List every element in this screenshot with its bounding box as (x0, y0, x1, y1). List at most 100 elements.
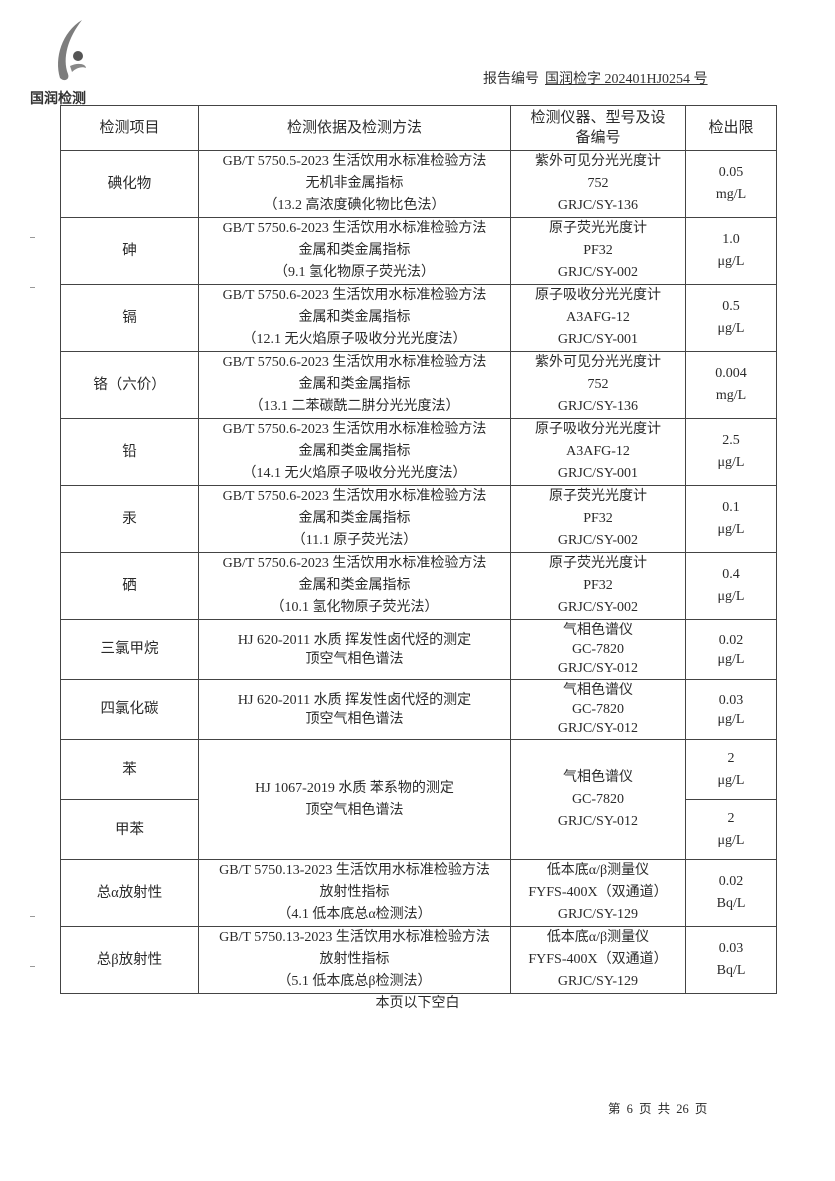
limit-line: 2 (727, 810, 735, 826)
cell-method: GB/T 5750.13-2023 生活饮用水标准检验方法 放射性指标 （5.1 低… (198, 926, 511, 994)
cell-limit: 0.03 μg/L (685, 679, 777, 740)
report-number-label: 报告编号 (483, 72, 539, 87)
table-row: 三氯甲烷 HJ 620-2011 水质 挥发性卤代烃的测定 顶空气相色谱法 气相色谱仪… (60, 619, 777, 680)
limit-line: mg/L (715, 187, 747, 202)
limit-line: 1.0 (722, 232, 740, 247)
method-line: GB/T 5750.6-2023 生活饮用水标准检验方法 (222, 355, 487, 370)
instrument-line: GC-7820 (571, 642, 625, 657)
cell-limit: 0.5 μg/L (685, 284, 777, 352)
table-row: 砷 GB/T 5750.6-2023 生活饮用水标准检验方法 金属和类金属指标 （9.… (60, 217, 777, 285)
instrument-line: A3AFG-12 (566, 310, 630, 325)
method-line: 金属和类金属指标 (298, 444, 411, 459)
limit-line: 0.5 (722, 299, 740, 314)
instrument-line: GRJC/SY-129 (557, 974, 639, 989)
method-line: （5.1 低本底总β检测法） (277, 974, 432, 989)
table-row: 苯 HJ 1067-2019 水质 苯系物的测定 顶空气相色谱法 气相色谱仪 GC-78… (60, 739, 777, 860)
logo-text: 国润检测 (30, 91, 86, 107)
cell-instrument: 低本底α/β测量仪 FYFS-400X（双通道） GRJC/SY-129 (510, 926, 686, 994)
instrument-line: PF32 (583, 511, 613, 526)
cell-item: 镉 (60, 284, 199, 352)
cell-limit: 1.0 μg/L (685, 217, 777, 285)
header-item: 检测项目 (60, 105, 199, 151)
instrument-line: FYFS-400X（双通道） (528, 885, 668, 900)
method-line: GB/T 5750.6-2023 生活饮用水标准检验方法 (222, 489, 487, 504)
method-line: HJ 1067-2019 水质 苯系物的测定 (255, 780, 454, 796)
table-row: 甲苯 2 μg/L (60, 799, 777, 860)
cell-method: GB/T 5750.6-2023 生活饮用水标准检验方法 金属和类金属指标 （14.… (198, 418, 511, 486)
limit-line: 2 (727, 750, 735, 766)
method-line: GB/T 5750.6-2023 生活饮用水标准检验方法 (222, 221, 487, 236)
method-line: 金属和类金属指标 (298, 511, 411, 526)
cell-instrument: 气相色谱仪 GC-7820 GRJC/SY-012 (510, 679, 686, 740)
method-line: GB/T 5750.5-2023 生活饮用水标准检验方法 (222, 154, 487, 169)
table-row: 四氯化碳 HJ 620-2011 水质 挥发性卤代烃的测定 顶空气相色谱法 气相色谱仪… (60, 679, 777, 740)
instrument-line: PF32 (583, 578, 613, 593)
limit-line: 0.05 (718, 165, 744, 180)
method-line: 金属和类金属指标 (298, 243, 411, 258)
method-line: 金属和类金属指标 (298, 578, 411, 593)
limit-line: mg/L (715, 388, 747, 403)
limit-line: μg/L (717, 772, 745, 788)
test-items-table: 检测项目 检测依据及检测方法 检测仪器、型号及设备编号 检出限 碘化物 GB/T … (60, 105, 777, 994)
limit-line: μg/L (717, 651, 745, 667)
method-line: 金属和类金属指标 (298, 310, 411, 325)
instrument-line: 紫外可见分光光度计 (535, 154, 661, 169)
method-line: 放射性指标 (319, 952, 390, 967)
cell-limit: 0.02 Bq/L (685, 859, 777, 927)
cell-instrument: 原子荧光光度计 PF32 GRJC/SY-002 (510, 485, 686, 553)
header-instrument-text: 检测仪器、型号及设备编号 (530, 110, 666, 146)
cell-item: 硒 (60, 552, 199, 620)
instrument-line: PF32 (583, 243, 613, 258)
method-line: 无机非金属指标 (305, 176, 404, 191)
method-line: （9.1 氢化物原子荧光法） (274, 265, 435, 280)
limit-line: μg/L (717, 832, 745, 848)
method-line: GB/T 5750.13-2023 生活饮用水标准检验方法 (219, 930, 490, 945)
limit-line: 0.1 (722, 500, 740, 515)
method-line: （13.1 二苯碳酰二肼分光光度法） (249, 399, 460, 414)
cell-instrument: 紫外可见分光光度计 752 GRJC/SY-136 (510, 150, 686, 218)
limit-line: Bq/L (716, 896, 746, 911)
cell-item: 苯 (60, 739, 199, 800)
limit-line: 0.03 (718, 941, 744, 956)
limit-line: 2.5 (722, 433, 740, 448)
limit-line: μg/L (717, 589, 745, 604)
instrument-line: 紫外可见分光光度计 (535, 355, 661, 370)
instrument-line: 752 (587, 377, 609, 392)
limit-line: μg/L (717, 254, 745, 269)
header-method: 检测依据及检测方法 (198, 105, 511, 151)
cell-limit: 0.03 Bq/L (685, 926, 777, 994)
cell-method: GB/T 5750.5-2023 生活饮用水标准检验方法 无机非金属指标 （13.2… (198, 150, 511, 218)
limit-line: Bq/L (716, 963, 746, 978)
cell-item: 总β放射性 (60, 926, 199, 994)
cell-item: 碘化物 (60, 150, 199, 218)
method-line: HJ 620-2011 水质 挥发性卤代烃的测定 (237, 632, 472, 648)
method-line: （12.1 无火焰原子吸收分光光度法） (242, 332, 467, 347)
cell-limit: 2.5 μg/L (685, 418, 777, 486)
method-line: （11.1 原子荧光法） (291, 533, 418, 548)
header-limit: 检出限 (685, 105, 777, 151)
table-row: 总β放射性 GB/T 5750.13-2023 生活饮用水标准检验方法 放射性指标 （… (60, 926, 777, 994)
instrument-line: 原子荧光光度计 (549, 556, 647, 571)
cell-instrument: 气相色谱仪 GC-7820 GRJC/SY-012 (510, 619, 686, 680)
limit-line: μg/L (717, 522, 745, 537)
method-line: 放射性指标 (319, 885, 390, 900)
instrument-line: 低本底α/β测量仪 (546, 863, 650, 878)
cell-instrument: 低本底α/β测量仪 FYFS-400X（双通道） GRJC/SY-129 (510, 859, 686, 927)
cell-instrument: 原子荧光光度计 PF32 GRJC/SY-002 (510, 217, 686, 285)
method-line: （14.1 无火焰原子吸收分光光度法） (242, 466, 467, 481)
cell-method: HJ 620-2011 水质 挥发性卤代烃的测定 顶空气相色谱法 (198, 679, 511, 740)
cell-item: 总α放射性 (60, 859, 199, 927)
instrument-line: 原子吸收分光光度计 (535, 422, 661, 437)
table-row: 铬（六价） GB/T 5750.6-2023 生活饮用水标准检验方法 金属和类金属指… (60, 351, 777, 419)
instrument-line: GC-7820 (571, 791, 625, 807)
instrument-line: GRJC/SY-002 (557, 265, 639, 280)
cell-limit: 0.1 μg/L (685, 485, 777, 553)
cell-item: 汞 (60, 485, 199, 553)
cell-instrument: 紫外可见分光光度计 752 GRJC/SY-136 (510, 351, 686, 419)
instrument-line: 原子荧光光度计 (549, 489, 647, 504)
limit-line: 0.004 (715, 366, 747, 381)
table-header-row: 检测项目 检测依据及检测方法 检测仪器、型号及设备编号 检出限 (60, 105, 777, 151)
method-line: （10.1 氢化物原子荧光法） (270, 600, 439, 615)
instrument-line: GRJC/SY-129 (557, 907, 639, 922)
instrument-line: GRJC/SY-012 (557, 813, 639, 829)
